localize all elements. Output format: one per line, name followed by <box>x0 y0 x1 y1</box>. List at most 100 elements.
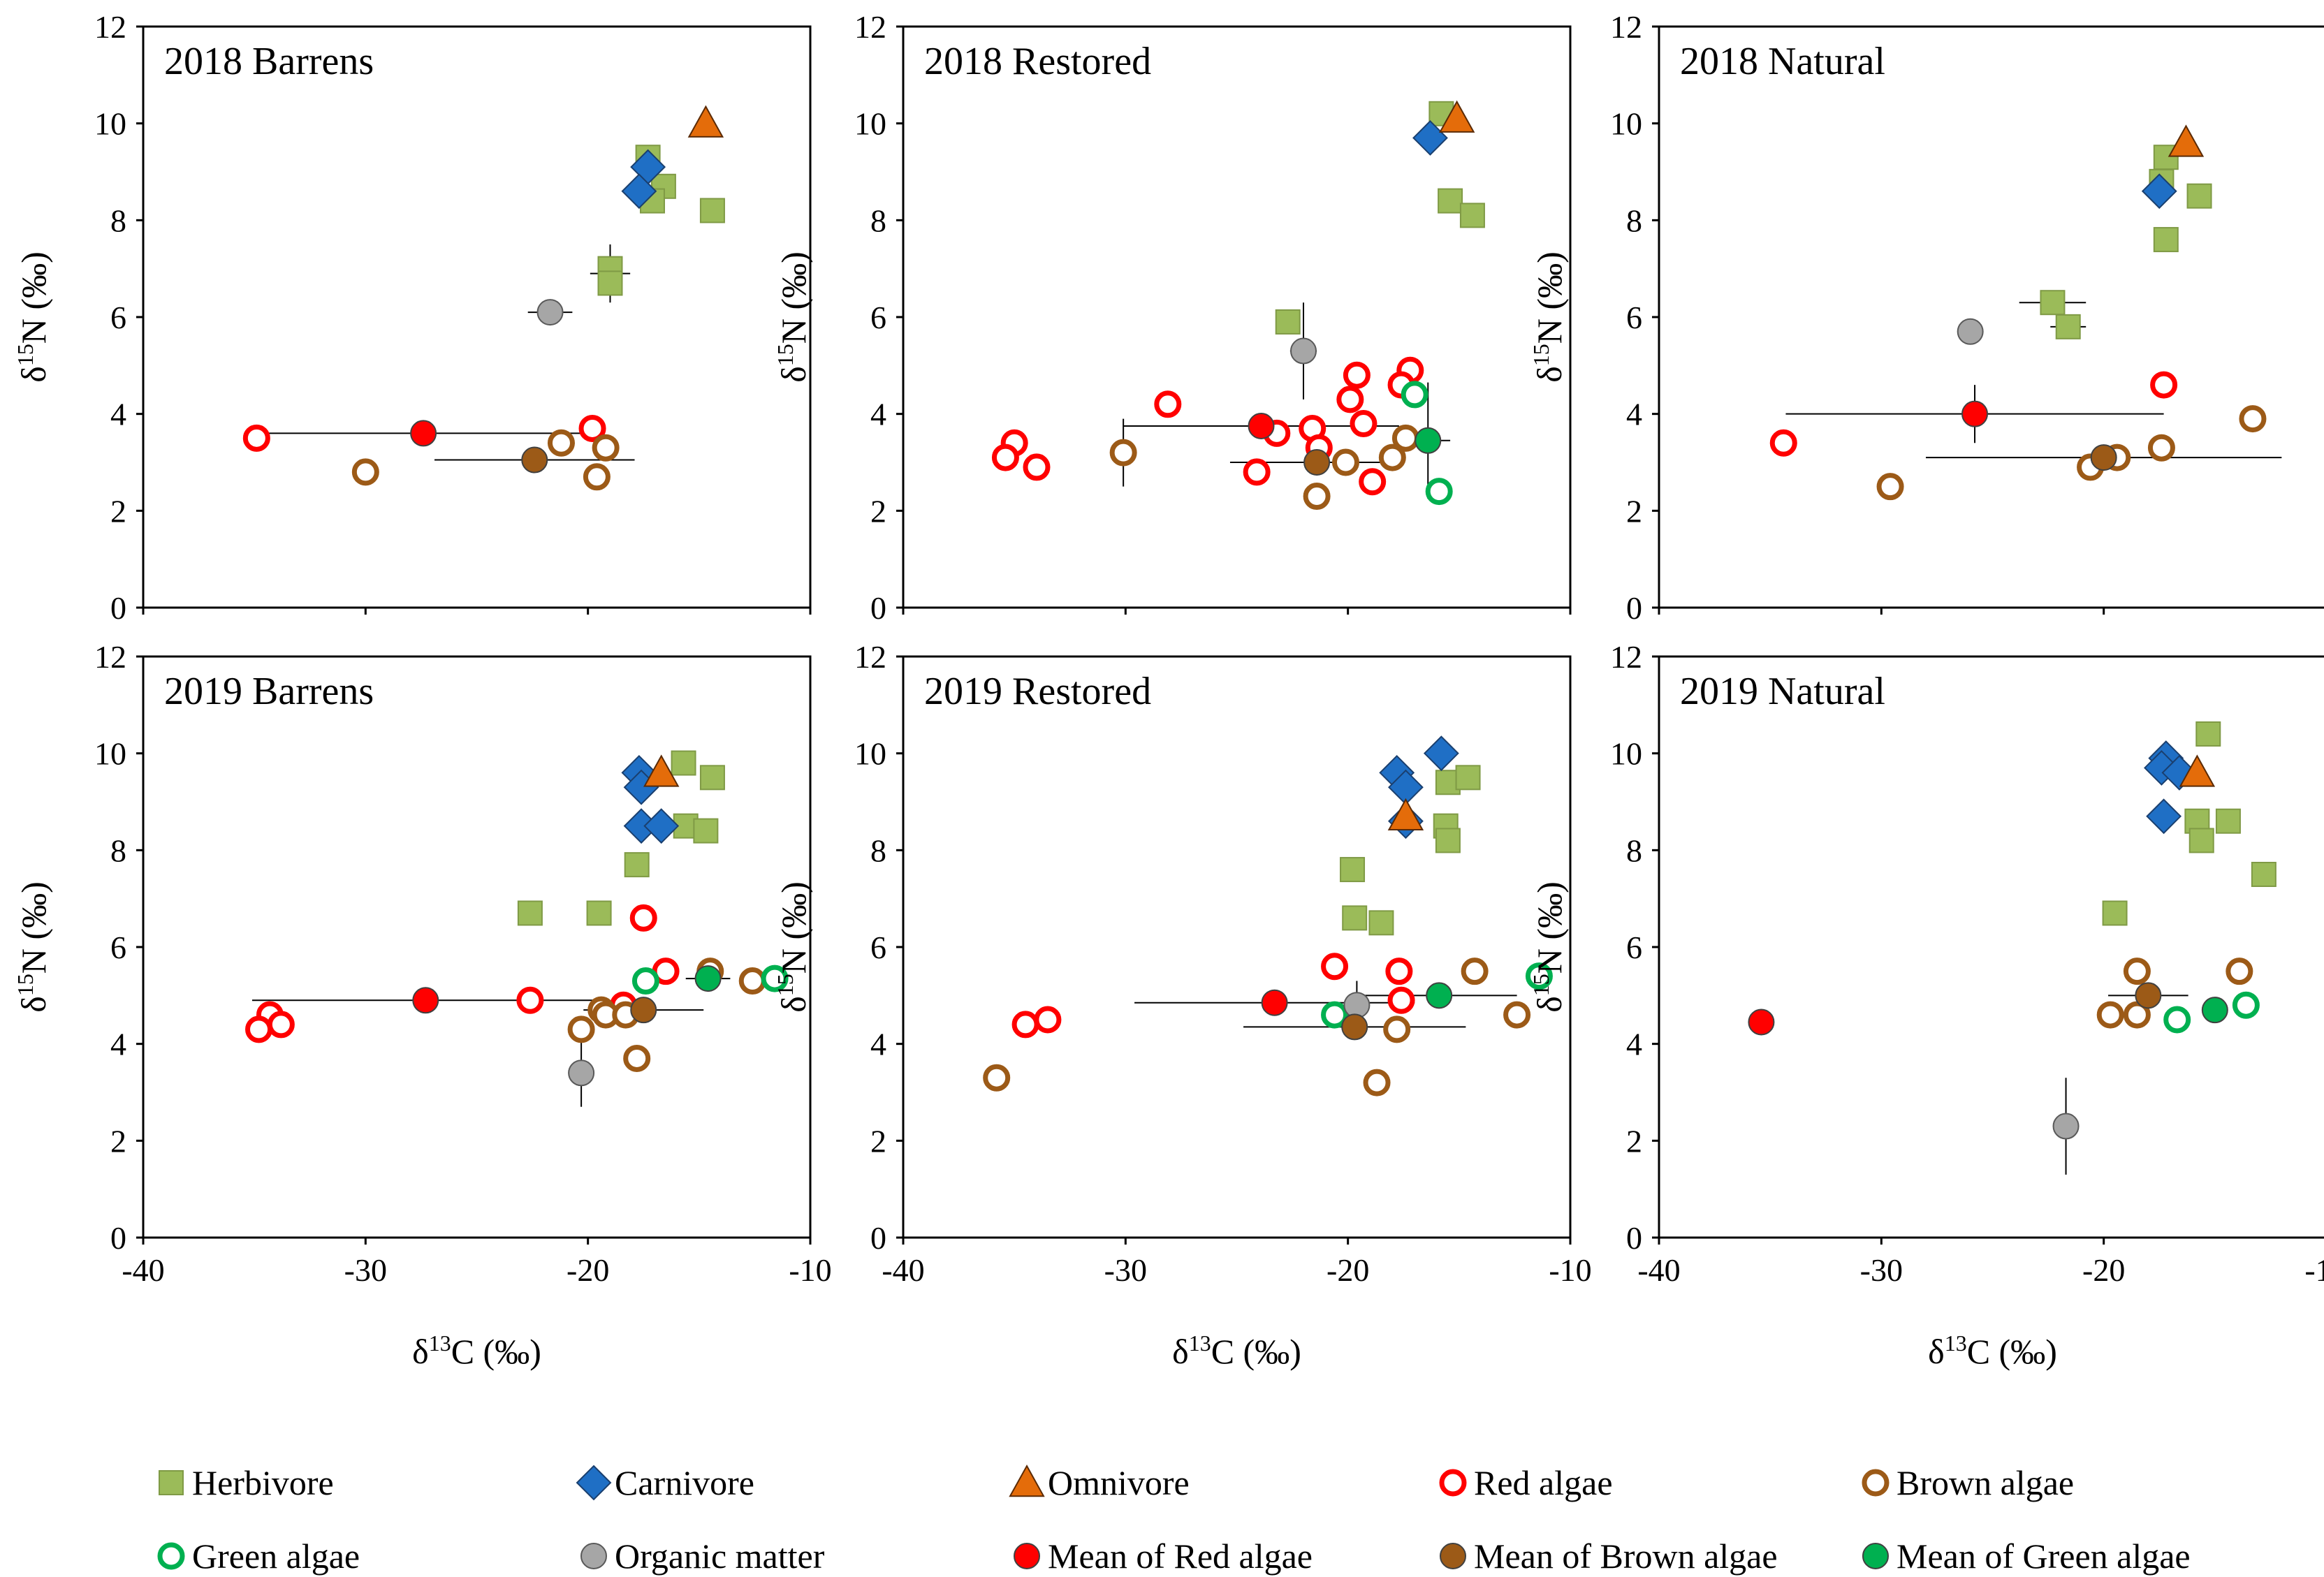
brown-mean-point <box>2135 982 2162 1009</box>
series-brown <box>983 958 1531 1096</box>
green-mean-point <box>694 965 722 992</box>
y-tick-label: 12 <box>1610 9 1642 45</box>
diamond-icon <box>576 1465 612 1501</box>
red-point <box>1359 468 1387 496</box>
om-point <box>536 299 564 326</box>
legend-label: Green algae <box>192 1536 360 1576</box>
series-omnivore <box>1387 798 1424 830</box>
y-axis-title: δ15N (‰) <box>773 251 813 382</box>
chart-panel-2: 0 2 4 6 8 10 12 2018 Restored δ15N (‰) <box>773 9 1572 626</box>
series-green <box>1401 381 1453 506</box>
y-tick-label: 10 <box>94 106 126 142</box>
y-tick-label: 0 <box>870 1220 886 1256</box>
omnivore-point <box>687 105 724 138</box>
series-om <box>568 1059 595 1087</box>
y-tick-label: 4 <box>1626 397 1642 432</box>
om-point <box>2052 1113 2080 1140</box>
series-red-mean <box>410 420 437 447</box>
filled-circle-icon <box>1014 1543 1040 1569</box>
brown-point <box>1331 448 1359 476</box>
y-axis-title: δ15N (‰) <box>1528 251 1569 382</box>
series-omnivore <box>643 754 680 787</box>
series-herbivore <box>2102 721 2277 926</box>
carnivore-point <box>643 808 680 844</box>
y-tick-label: 0 <box>110 1220 126 1256</box>
y-axis-title: δ15N (‰) <box>1528 881 1569 1012</box>
legend-item-red-mean: Mean of Red algae <box>1014 1536 1313 1576</box>
legend-item-om: Organic matter <box>580 1536 825 1576</box>
y-tick-label: 12 <box>854 639 886 675</box>
red-point <box>1243 458 1271 486</box>
herbivore-point <box>2055 314 2081 339</box>
x-axis-title: δ13C (‰) <box>412 1330 541 1371</box>
herbivore-point <box>693 818 719 844</box>
legend-label: Herbivore <box>192 1463 334 1502</box>
brown-point <box>1503 1001 1531 1029</box>
red-point <box>1154 390 1182 418</box>
x-tick-label: -10 <box>1549 1252 1591 1288</box>
series-red <box>242 414 606 452</box>
red-point <box>1336 386 1364 413</box>
plot-frame <box>902 655 1572 1239</box>
y-tick-label: 2 <box>1626 493 1642 529</box>
red-point <box>2150 371 2178 399</box>
brown-point <box>1876 473 1904 501</box>
green-point <box>2232 991 2260 1019</box>
red-point <box>516 986 544 1014</box>
om-point <box>568 1059 595 1087</box>
legend-item-carnivore: Carnivore <box>576 1463 754 1502</box>
x-axis-title: δ13C (‰) <box>1172 1330 1301 1371</box>
green-point <box>761 964 789 992</box>
y-tick-label: 6 <box>1626 930 1642 965</box>
panel-title: 2019 Natural <box>1680 670 1885 713</box>
brown-point <box>351 458 379 486</box>
panel-title: 2019 Barrens <box>164 670 374 713</box>
brown-point <box>1461 958 1489 985</box>
y-tick-label: 6 <box>870 300 886 335</box>
legend-label: Organic matter <box>615 1536 825 1576</box>
herbivore-point <box>1340 857 1366 883</box>
herbivore-point <box>671 750 696 776</box>
brown-point <box>583 463 611 491</box>
series-herbivore <box>1275 101 1485 335</box>
red-point <box>629 904 657 932</box>
brown-point <box>2123 1001 2151 1029</box>
herbivore-point <box>699 198 725 223</box>
y-tick-label: 8 <box>1626 203 1642 238</box>
open-circle-icon <box>1439 1469 1467 1497</box>
series-green <box>1321 962 1553 1029</box>
brown-point <box>738 967 766 995</box>
series-green-mean <box>2201 997 2228 1024</box>
y-tick-label: 4 <box>110 1027 126 1062</box>
red-point <box>1387 986 1415 1014</box>
brown-mean-point <box>630 997 657 1024</box>
red-point <box>1343 361 1371 389</box>
legend-label: Omnivore <box>1048 1463 1190 1502</box>
series-brown <box>2096 958 2253 1029</box>
y-tick-label: 0 <box>870 590 886 626</box>
series-red <box>1769 371 2178 457</box>
brown-mean-point <box>1303 449 1331 476</box>
y-tick-label: 2 <box>1626 1123 1642 1159</box>
legend-label: Mean of Red algae <box>1048 1536 1313 1576</box>
brown-point <box>2096 1001 2124 1029</box>
brown-point <box>1378 443 1406 471</box>
red-mean-point <box>410 420 437 447</box>
chart-panel-4: 0 2 4 6 8 10 12 -40 -30 -20 -10 2019 Barrens δ15N (‰… <box>13 639 832 1371</box>
series-red <box>1011 953 1415 1039</box>
y-axis-title: δ15N (‰) <box>13 881 53 1012</box>
series-omnivore <box>2179 754 2216 787</box>
triangle-icon <box>1009 1464 1045 1497</box>
legend: Herbivore Carnivore Omnivore Red algae Brown… <box>157 1463 2191 1576</box>
x-axis-title: δ13C (‰) <box>1928 1330 2057 1371</box>
green-point <box>631 967 659 995</box>
legend-item-omnivore: Omnivore <box>1009 1463 1190 1502</box>
brown-point <box>1303 483 1331 511</box>
herbivore-point <box>2102 900 2128 926</box>
series-brown-mean <box>521 446 548 474</box>
green-point <box>1525 962 1553 990</box>
y-tick-label: 6 <box>110 300 126 335</box>
brown-point <box>547 429 575 457</box>
red-mean-point <box>1961 400 1989 427</box>
